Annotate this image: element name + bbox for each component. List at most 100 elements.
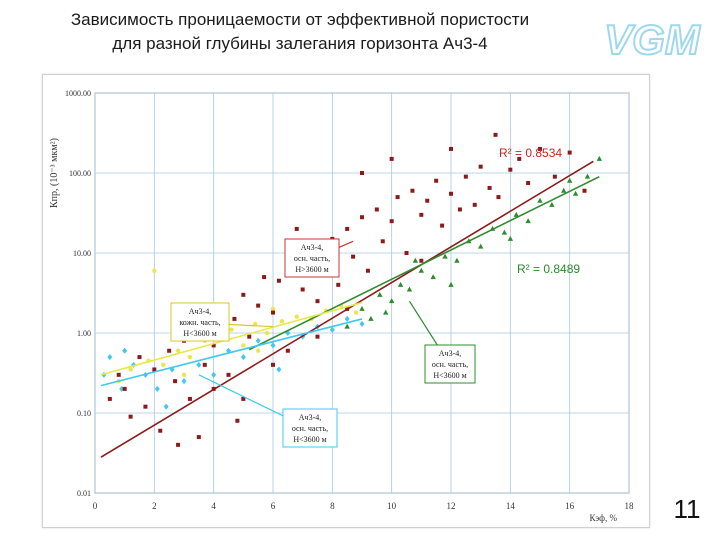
data-point-triangle xyxy=(368,315,374,321)
data-point-square xyxy=(419,258,424,263)
data-point-circle xyxy=(161,362,166,368)
data-point-square xyxy=(395,195,400,200)
y-axis-label: Кпр, (10⁻³ мкм²) xyxy=(49,138,60,208)
data-point-triangle xyxy=(507,235,514,241)
logo-text: VGM xyxy=(604,16,701,63)
data-point-square xyxy=(226,372,231,377)
callout-cyan-text: осн. часть, xyxy=(292,424,328,433)
data-point-square xyxy=(167,348,172,353)
callout-green-text: Н<3600 м xyxy=(433,371,466,380)
data-point-triangle xyxy=(537,197,543,203)
slide-title: Зависимость проницаемости от эффективной… xyxy=(20,8,580,56)
data-point-triangle xyxy=(584,173,591,179)
data-point-square xyxy=(389,219,394,224)
callout-deep-box xyxy=(284,238,340,278)
data-point-circle xyxy=(270,306,276,312)
x-tick-label: 2 xyxy=(152,501,157,511)
data-point-triangle xyxy=(430,274,436,280)
data-point-square xyxy=(336,282,341,287)
y-tick-label: 10.00 xyxy=(73,249,91,258)
data-point-square xyxy=(271,310,275,315)
data-point-square xyxy=(256,303,261,308)
x-tick-label: 16 xyxy=(565,501,575,511)
data-point-circle xyxy=(187,354,193,360)
data-point-triangle xyxy=(448,281,454,287)
data-point-triangle xyxy=(549,201,555,207)
data-point-square xyxy=(449,191,453,196)
x-tick-label: 14 xyxy=(506,501,516,511)
callout-green-box xyxy=(424,344,476,384)
data-point-square xyxy=(173,379,178,384)
data-point-square xyxy=(463,174,468,179)
data-point-square xyxy=(241,396,246,401)
callout-yellow-text: Н<3600 м xyxy=(183,329,216,338)
data-point-diamond xyxy=(211,371,217,378)
data-point-diamond xyxy=(276,366,282,373)
data-point-diamond xyxy=(359,320,365,327)
data-point-circle xyxy=(279,319,285,324)
data-point-triangle xyxy=(572,190,579,196)
data-point-triangle xyxy=(477,243,484,249)
data-point-triangle xyxy=(388,298,395,304)
data-point-square xyxy=(496,195,501,200)
data-point-square xyxy=(538,146,542,151)
data-point-square xyxy=(247,334,252,339)
data-point-square xyxy=(404,251,409,255)
page-number: 11 xyxy=(673,494,701,524)
data-point-square xyxy=(552,174,557,179)
data-point-triangle xyxy=(454,257,460,263)
data-point-square xyxy=(116,372,121,377)
callout-yellow-text: кожн. часть, xyxy=(179,318,220,327)
data-point-square xyxy=(122,386,127,391)
data-point-square xyxy=(137,355,142,360)
data-point-diamond xyxy=(154,385,160,392)
data-point-triangle xyxy=(359,305,365,311)
data-point-diamond xyxy=(240,354,246,361)
data-point-square xyxy=(425,198,430,203)
data-point-square xyxy=(440,223,445,228)
data-point-square xyxy=(410,188,415,193)
data-point-square xyxy=(276,278,281,283)
data-point-square xyxy=(235,418,240,423)
data-point-triangle xyxy=(566,177,573,183)
data-point-circle xyxy=(294,314,299,319)
vgm-logo: VGM xyxy=(603,15,702,64)
data-point-triangle xyxy=(561,187,567,193)
data-point-square xyxy=(152,367,157,372)
data-point-square xyxy=(365,268,370,273)
data-point-square xyxy=(107,396,112,401)
data-point-square xyxy=(202,362,207,367)
data-point-circle xyxy=(255,348,261,353)
data-point-square xyxy=(434,178,439,183)
y-tick-label: 0.10 xyxy=(77,409,91,418)
data-point-square xyxy=(457,207,462,212)
y-tick-label: 0.01 xyxy=(77,489,91,498)
x-tick-label: 10 xyxy=(387,501,397,511)
trendline-yellow xyxy=(100,301,363,376)
slide-title-line1: Зависимость проницаемости от эффективной… xyxy=(70,10,530,29)
data-point-circle xyxy=(181,372,187,378)
data-point-square xyxy=(187,396,192,401)
plot-area xyxy=(94,92,630,494)
data-point-circle xyxy=(229,327,234,332)
chart-frame: 0 2 4 6 8 10 12 14 16 18 0.01 0.10 1.00 10.00 100.00 10… xyxy=(42,74,650,528)
callout-green-text: Ач3-4, xyxy=(439,349,461,358)
data-point-circle xyxy=(152,268,157,273)
data-point-square xyxy=(374,207,379,212)
x-axis-label: Кэф, % xyxy=(589,513,617,523)
callout-deep-text: осн. часть, xyxy=(294,254,330,263)
y-tick-label: 100.00 xyxy=(69,169,91,178)
callout-cyan-text: Н<3600 м xyxy=(293,435,326,444)
callout-deep-text: Н>3600 м xyxy=(295,265,328,274)
data-point-square xyxy=(285,348,290,353)
callout-yellow-box xyxy=(170,302,230,342)
data-point-triangle xyxy=(442,253,448,259)
data-point-square xyxy=(449,146,453,151)
r2-label-deep: R² = 0.8534 xyxy=(499,146,562,160)
data-point-square xyxy=(478,164,483,169)
data-point-diamond xyxy=(270,342,276,349)
data-point-triangle xyxy=(397,281,404,287)
data-point-square xyxy=(232,316,237,321)
data-point-square xyxy=(526,180,531,185)
x-tick-label: 8 xyxy=(330,501,335,511)
